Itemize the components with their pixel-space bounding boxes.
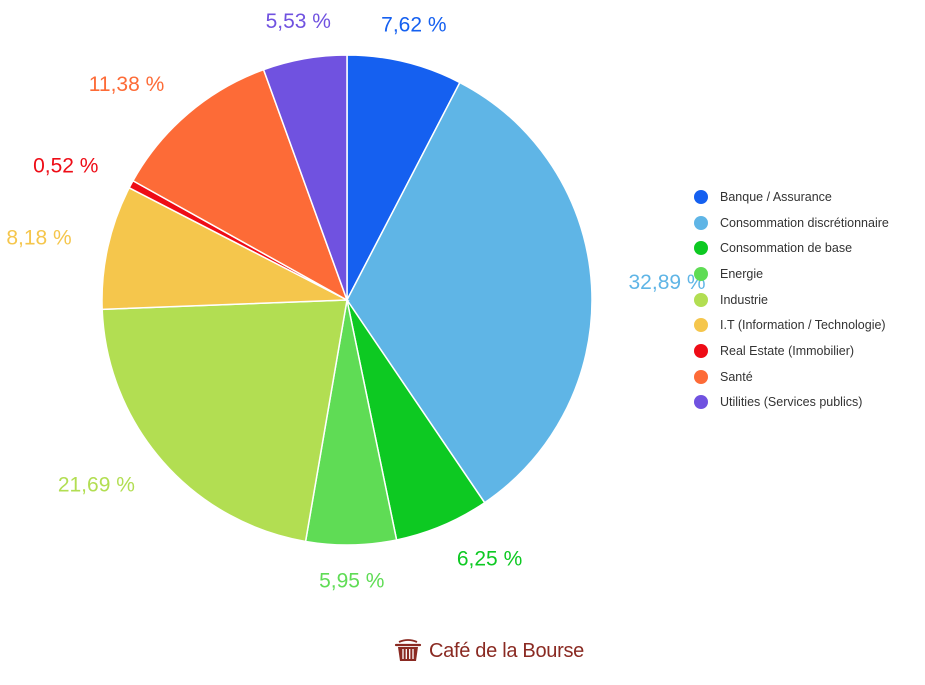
legend-label: Real Estate (Immobilier) [720, 343, 855, 358]
pie-slice-sante [131, 68, 349, 302]
cooking-pot-icon [394, 639, 422, 661]
legend-label: I.T (Information / Technologie) [720, 318, 886, 333]
legend-item-sante: Santé [694, 364, 889, 390]
data-label-industrie: 21,69 % [58, 473, 135, 496]
legend-label: Santé [720, 369, 753, 384]
legend-item-banque-assurance: Banque / Assurance [694, 184, 889, 210]
legend-item-consommation-de-base: Consommation de base [694, 235, 889, 261]
legend-label: Industrie [720, 292, 768, 307]
data-label-consommation-discretionnaire: 32,89 % [629, 271, 706, 294]
pie-data-labels: 7,62 % 32,89 % 6,25 % 5,95 % 21,69 % 8,18 % 0,… [6, 10, 705, 593]
legend-swatch [694, 343, 708, 358]
legend-label: Energie [720, 266, 764, 281]
data-label-sante: 11,38 % [89, 73, 165, 96]
legend-item-consommation-discretionnaire: Consommation discrétionnaire [694, 210, 889, 236]
legend-swatch [694, 241, 708, 256]
pie-slices [101, 54, 593, 546]
legend-label: Consommation discrétionnaire [720, 215, 889, 230]
data-label-utilities-services-publics: 5,53 % [266, 10, 331, 33]
brand-logo: Café de la Bourse [393, 638, 584, 664]
chart-legend: Banque / Assurance Consommation discrétio… [694, 184, 889, 415]
legend-item-energie: Energie [694, 261, 889, 287]
legend-swatch [694, 215, 708, 230]
legend-swatch [694, 292, 708, 307]
legend-item-utilities-services-publics: Utilities (Services publics) [694, 390, 889, 416]
data-label-banque-assurance: 7,62 % [381, 14, 446, 37]
legend-label: Utilities (Services publics) [720, 395, 863, 410]
brand-name: Café de la Bourse [429, 639, 584, 662]
data-label-real-estate-immobilier: 0,52 % [33, 154, 98, 177]
legend-swatch [694, 189, 708, 204]
legend-item-real-estate-immobilier: Real Estate (Immobilier) [694, 338, 889, 364]
data-label-i-t-information-technologie: 8,18 % [6, 226, 71, 249]
legend-swatch [694, 395, 708, 410]
legend-swatch [694, 318, 708, 333]
legend-swatch [694, 369, 708, 384]
legend-item-industrie: Industrie [694, 287, 889, 313]
pie-slice-industrie [101, 299, 348, 543]
data-label-consommation-de-base: 6,25 % [457, 547, 522, 570]
data-label-energie: 5,95 % [319, 570, 384, 593]
pie-slice-i-t-information-technologie [101, 186, 350, 311]
pie-slice-banque-assurance [346, 54, 461, 301]
legend-label: Banque / Assurance [720, 189, 832, 204]
pie-slice-consommation-discretionnaire [346, 81, 593, 504]
legend-item-i-t-information-technologie: I.T (Information / Technologie) [694, 312, 889, 338]
legend-label: Consommation de base [720, 241, 853, 256]
pie-slice-utilities-services-publics [262, 54, 348, 301]
legend-swatch [694, 266, 708, 281]
